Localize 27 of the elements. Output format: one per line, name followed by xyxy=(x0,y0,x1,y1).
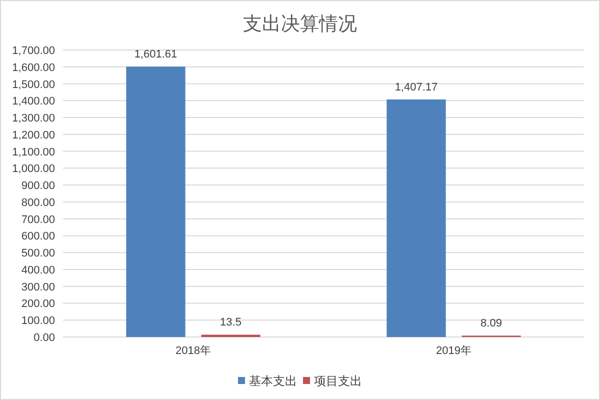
y-tick-label: 600.00 xyxy=(21,230,55,243)
y-tick-label: 300.00 xyxy=(21,281,55,294)
x-tick-label: 2018年 xyxy=(176,345,211,357)
y-tick-label: 900.00 xyxy=(21,180,55,192)
y-tick-label: 100.00 xyxy=(21,315,55,328)
y-tick-label: 1,300.00 xyxy=(12,112,55,125)
data-label: 1,601.61 xyxy=(134,48,178,61)
data-label: 1,407.17 xyxy=(394,81,438,94)
y-tick-label: 700.00 xyxy=(21,214,55,226)
x-tick-label: 2019年 xyxy=(436,345,472,357)
y-tick-label: 800.00 xyxy=(21,196,55,209)
legend-label: 基本支出 xyxy=(249,374,297,388)
y-tick-label: 1,700.00 xyxy=(12,45,55,57)
title: 支出决算情况 xyxy=(243,14,357,35)
data-label: 13.5 xyxy=(220,316,242,329)
y-tick-label: 200.00 xyxy=(21,298,55,310)
y-tick-label: 1,500.00 xyxy=(12,78,55,91)
y-tick-label: 400.00 xyxy=(21,264,55,276)
legend-label: 项目支出 xyxy=(314,374,362,388)
y-tick-label: 500.00 xyxy=(21,248,55,260)
y-tick-label: 1,100.00 xyxy=(12,146,55,158)
data-label: 8.09 xyxy=(480,318,502,330)
y-tick-label: 0.00 xyxy=(34,332,55,344)
y-tick-label: 1,600.00 xyxy=(12,62,55,74)
y-tick-label: 1,200.00 xyxy=(12,129,55,142)
y-tick-label: 1,400.00 xyxy=(12,96,55,108)
y-tick-label: 1,000.00 xyxy=(12,163,55,176)
